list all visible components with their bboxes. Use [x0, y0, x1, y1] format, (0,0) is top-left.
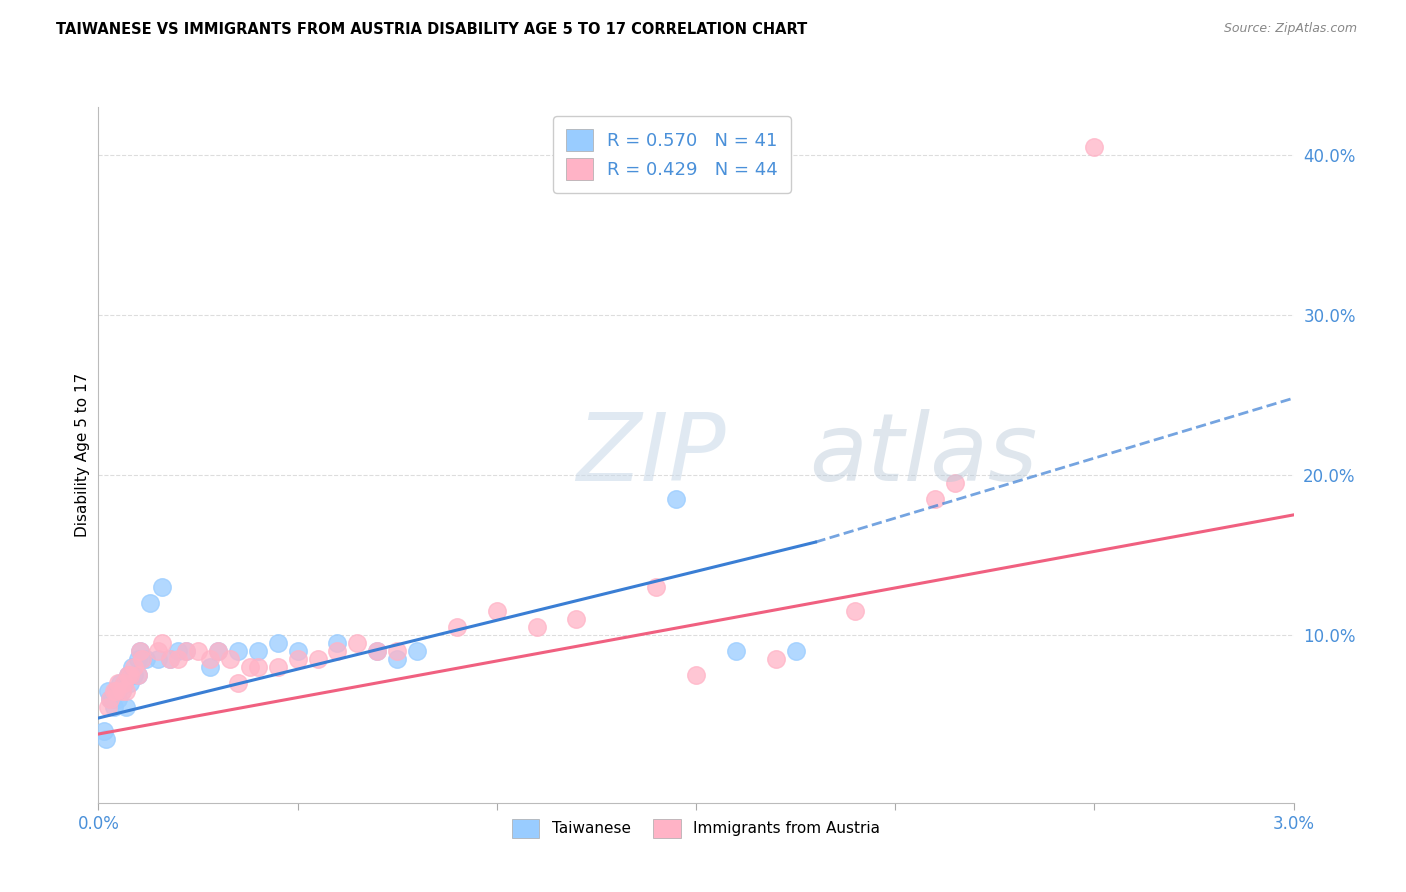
Text: TAIWANESE VS IMMIGRANTS FROM AUSTRIA DISABILITY AGE 5 TO 17 CORRELATION CHART: TAIWANESE VS IMMIGRANTS FROM AUSTRIA DIS… — [56, 22, 807, 37]
Point — [187, 644, 209, 658]
Point — [98, 691, 122, 706]
Point — [107, 676, 129, 690]
Point — [139, 596, 162, 610]
Point — [406, 644, 429, 658]
Point — [924, 491, 946, 506]
Point — [287, 652, 309, 666]
Point — [127, 652, 149, 666]
Point — [131, 652, 153, 666]
Point — [526, 620, 548, 634]
Point — [307, 652, 329, 666]
Point — [124, 668, 146, 682]
Point — [226, 676, 249, 690]
Point — [167, 644, 190, 658]
Point — [124, 660, 146, 674]
Legend: Taiwanese, Immigrants from Austria: Taiwanese, Immigrants from Austria — [506, 813, 886, 844]
Point — [115, 683, 138, 698]
Point — [246, 660, 269, 674]
Point — [565, 612, 588, 626]
Point — [446, 620, 468, 634]
Point — [366, 644, 388, 658]
Point — [107, 683, 129, 698]
Point — [120, 676, 142, 690]
Point — [326, 636, 349, 650]
Point — [131, 652, 153, 666]
Point — [346, 636, 368, 650]
Point — [111, 683, 134, 698]
Point — [645, 580, 668, 594]
Point — [110, 676, 132, 690]
Point — [127, 668, 149, 682]
Point — [198, 660, 221, 674]
Point — [112, 676, 135, 690]
Point — [174, 644, 197, 658]
Point — [385, 652, 409, 666]
Point — [385, 644, 409, 658]
Point — [96, 731, 118, 746]
Point — [120, 668, 142, 682]
Point — [287, 644, 309, 658]
Point — [267, 636, 290, 650]
Text: atlas: atlas — [810, 409, 1038, 500]
Point — [98, 691, 122, 706]
Point — [226, 644, 249, 658]
Point — [366, 644, 388, 658]
Point — [167, 652, 190, 666]
Point — [97, 699, 120, 714]
Point — [127, 668, 149, 682]
Point — [1083, 140, 1105, 154]
Point — [198, 652, 221, 666]
Point — [150, 580, 173, 594]
Point — [129, 644, 152, 658]
Point — [135, 652, 157, 666]
Point — [207, 644, 229, 658]
Point — [765, 652, 787, 666]
Point — [93, 723, 115, 738]
Point — [103, 699, 125, 714]
Point — [685, 668, 707, 682]
Point — [112, 676, 135, 690]
Point — [105, 683, 128, 698]
Point — [121, 660, 143, 674]
Point — [103, 683, 125, 698]
Point — [844, 604, 866, 618]
Point — [207, 644, 229, 658]
Point — [117, 668, 139, 682]
Point — [239, 660, 262, 674]
Point — [101, 691, 124, 706]
Point — [219, 652, 242, 666]
Point — [97, 683, 120, 698]
Point — [724, 644, 747, 658]
Point — [159, 652, 181, 666]
Point — [267, 660, 290, 674]
Point — [246, 644, 269, 658]
Point — [665, 491, 688, 506]
Point — [148, 644, 170, 658]
Text: Source: ZipAtlas.com: Source: ZipAtlas.com — [1223, 22, 1357, 36]
Point — [115, 699, 138, 714]
Y-axis label: Disability Age 5 to 17: Disability Age 5 to 17 — [75, 373, 90, 537]
Point — [159, 652, 181, 666]
Point — [148, 652, 170, 666]
Point — [943, 475, 966, 490]
Point — [117, 668, 139, 682]
Point — [174, 644, 197, 658]
Point — [485, 604, 508, 618]
Point — [785, 644, 807, 658]
Point — [150, 636, 173, 650]
Point — [105, 683, 128, 698]
Point — [111, 683, 134, 698]
Point — [326, 644, 349, 658]
Text: ZIP: ZIP — [576, 409, 725, 500]
Point — [129, 644, 152, 658]
Point — [107, 691, 129, 706]
